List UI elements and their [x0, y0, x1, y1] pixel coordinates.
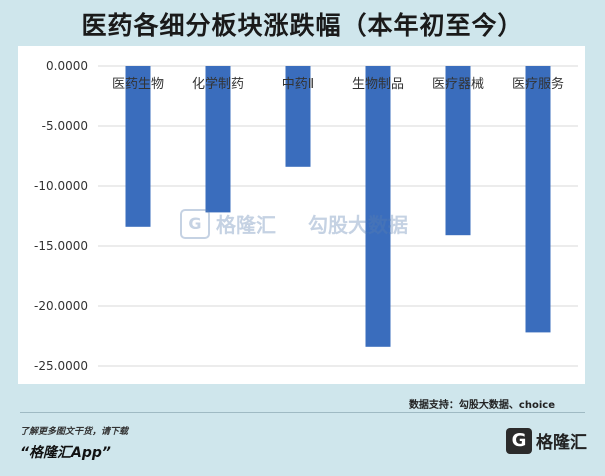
- bar: [365, 66, 391, 347]
- chart-title: 医药各细分板块涨跌幅（本年初至今）: [81, 11, 524, 40]
- footer-divider: [20, 412, 585, 413]
- bar-chart: 0.0000 -5.0000 -10.0000 -15.0000 -20.0000 -25…: [34, 59, 578, 373]
- y-tick-label: -5.0000: [42, 119, 88, 133]
- brand-logo: G 格隆汇: [506, 424, 605, 464]
- footer-note: 了解更多图文干货，请下载: [20, 427, 129, 437]
- y-tick-label: -25.0000: [34, 359, 88, 373]
- y-tick-label: -15.0000: [34, 239, 88, 253]
- category-label: 中药Ⅱ: [282, 77, 314, 92]
- plot-panel: 0.0000 -5.0000 -10.0000 -15.0000 -20.0000 -25…: [18, 46, 585, 384]
- category-label: 生物制品: [352, 77, 404, 92]
- category-label: 化学制药: [192, 76, 244, 92]
- bar: [125, 66, 151, 227]
- y-tick-label: 0.0000: [46, 59, 88, 73]
- bar: [445, 66, 471, 236]
- bar: [525, 66, 551, 333]
- category-label: 医药生物: [112, 77, 164, 92]
- footer-app-name: “格隆汇App”: [20, 445, 111, 461]
- category-label: 医疗服务: [512, 76, 564, 92]
- bar: [205, 66, 231, 213]
- data-source: 数据支持：勾股大数据、choice: [408, 400, 555, 411]
- bar: [285, 66, 311, 167]
- y-tick-label: -10.0000: [34, 179, 88, 193]
- y-tick-label: -20.0000: [34, 299, 88, 313]
- brand-g-icon: G: [506, 428, 532, 454]
- brand-name: 格隆汇: [536, 433, 587, 453]
- category-label: 医疗器械: [432, 77, 484, 92]
